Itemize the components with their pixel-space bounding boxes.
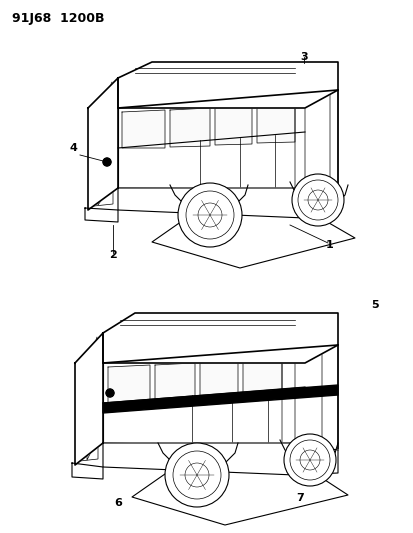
- Text: 1: 1: [325, 240, 333, 250]
- Polygon shape: [85, 208, 118, 222]
- Polygon shape: [256, 105, 294, 143]
- Polygon shape: [118, 188, 337, 218]
- Polygon shape: [321, 343, 337, 450]
- Text: 6: 6: [114, 498, 122, 508]
- Text: 3: 3: [299, 52, 307, 62]
- Circle shape: [165, 443, 228, 507]
- Polygon shape: [103, 385, 337, 413]
- Polygon shape: [72, 463, 103, 479]
- Polygon shape: [103, 443, 337, 475]
- Circle shape: [103, 158, 111, 166]
- Text: 4: 4: [69, 143, 77, 153]
- Polygon shape: [103, 313, 337, 363]
- Polygon shape: [242, 360, 281, 398]
- Polygon shape: [122, 110, 165, 148]
- Polygon shape: [199, 362, 237, 399]
- Text: 5: 5: [370, 300, 378, 310]
- Circle shape: [106, 389, 114, 397]
- Polygon shape: [281, 360, 294, 443]
- Polygon shape: [102, 112, 112, 183]
- Polygon shape: [118, 62, 337, 108]
- Text: 2: 2: [109, 250, 116, 260]
- Polygon shape: [214, 107, 252, 145]
- Polygon shape: [154, 363, 195, 401]
- Polygon shape: [88, 78, 118, 210]
- Text: 7: 7: [295, 493, 303, 503]
- Circle shape: [291, 174, 343, 226]
- Text: 91J68  1200B: 91J68 1200B: [12, 12, 104, 25]
- Polygon shape: [294, 105, 304, 188]
- Polygon shape: [152, 212, 354, 268]
- Polygon shape: [170, 108, 209, 147]
- Polygon shape: [329, 88, 337, 190]
- Polygon shape: [75, 333, 103, 465]
- Polygon shape: [108, 365, 150, 403]
- Polygon shape: [88, 367, 100, 438]
- Polygon shape: [132, 467, 347, 525]
- Circle shape: [178, 183, 242, 247]
- Circle shape: [283, 434, 335, 486]
